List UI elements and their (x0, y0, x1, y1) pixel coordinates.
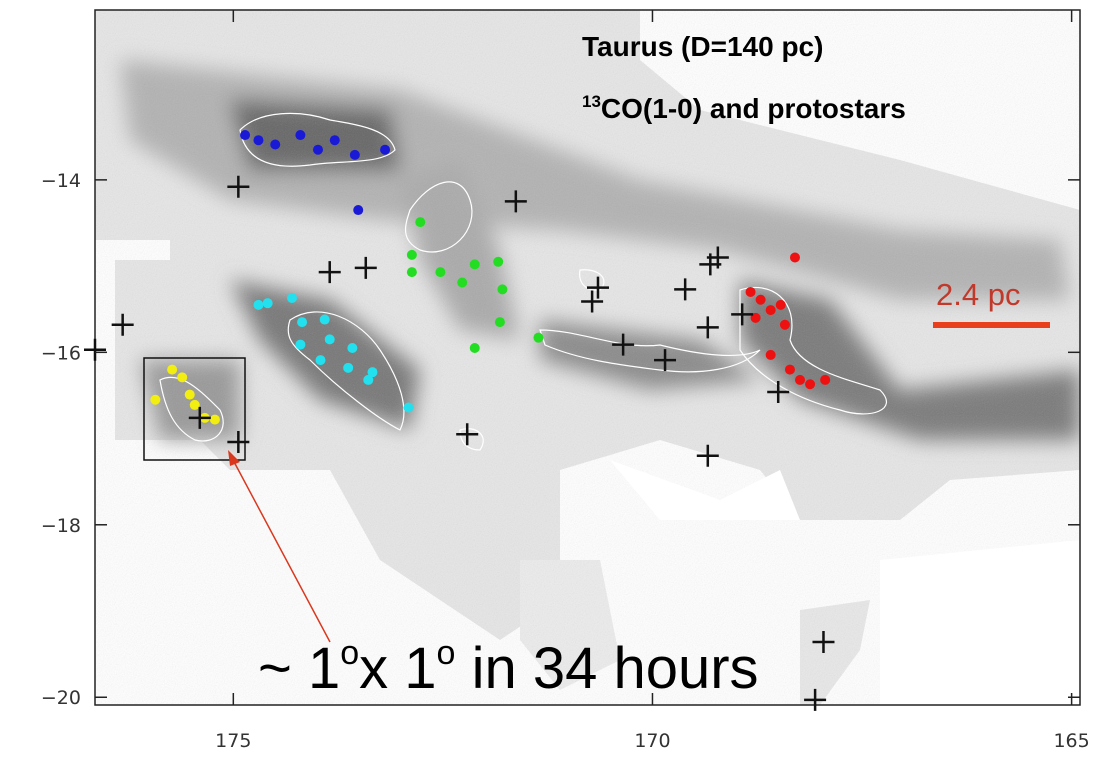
caption-sup: o (340, 634, 359, 672)
protostar-dot (779, 319, 790, 330)
x-tick-label: 165 (1053, 730, 1089, 752)
protostar-cross (504, 190, 527, 213)
arrow-head (228, 450, 240, 466)
protostar-dot (494, 317, 505, 328)
protostar-cross (812, 631, 835, 654)
y-tick-label: −14 (41, 170, 81, 192)
protostar-dot (253, 135, 264, 146)
protostar-cross (111, 313, 134, 336)
region-box (143, 357, 246, 461)
caption-part: x 1 (359, 636, 436, 701)
protostar-cross (227, 431, 250, 454)
protostar-cross (581, 290, 604, 313)
protostar-dot (745, 286, 756, 297)
y-tick-label: −16 (41, 342, 81, 364)
protostar-dot (775, 299, 786, 310)
protostar-dot (784, 364, 795, 375)
caption-part: ~ 1 (258, 636, 340, 701)
protostar-dot (262, 298, 273, 309)
protostar-dot (297, 317, 308, 328)
protostar-dot (184, 389, 195, 400)
protostar-dot (315, 355, 326, 366)
protostar-dot (457, 277, 468, 288)
protostar-cross (731, 303, 754, 326)
protostar-cross (227, 175, 250, 198)
protostar-dot (329, 135, 340, 146)
protostar-cross (674, 278, 697, 301)
protostar-dot (820, 374, 831, 385)
protostar-dot (150, 394, 161, 405)
protostar-dot (765, 349, 776, 360)
scale-label: 2.4 pc (936, 277, 1020, 312)
y-tick-label: −20 (41, 687, 81, 709)
protostar-dot (270, 139, 281, 150)
chart-title: Taurus (D=140 pc) (582, 31, 823, 62)
protostar-cross (696, 316, 719, 339)
protostar-dot (295, 339, 306, 350)
protostar-dot (312, 144, 323, 155)
superscript: 13 (582, 92, 601, 111)
protostar-dot (347, 343, 358, 354)
protostar-dot (177, 372, 188, 383)
protostar-dot (533, 332, 544, 343)
protostar-cross (612, 333, 635, 356)
protostar-cross (706, 246, 729, 269)
protostar-dot (287, 293, 297, 304)
cloud-map (95, 10, 1080, 705)
protostar-dot (406, 267, 417, 278)
caption-part: in 34 hours (455, 636, 758, 701)
protostar-dot (353, 205, 364, 216)
protostar-dot (406, 249, 417, 260)
protostar-cross (804, 688, 827, 711)
protostar-dot (380, 144, 391, 155)
protostar-dot (363, 374, 374, 385)
protostar-cross (456, 423, 479, 446)
protostar-cross (84, 338, 106, 361)
protostar-dot (403, 402, 414, 413)
protostar-dot (755, 294, 766, 305)
protostar-dot (765, 305, 776, 316)
arrow-line (231, 457, 331, 643)
protostar-cross (654, 349, 677, 372)
protostar-dot (497, 284, 508, 295)
protostar-dot (415, 217, 426, 228)
protostar-dot (253, 299, 264, 310)
protostar-dot (493, 256, 504, 267)
protostar-dot (795, 374, 806, 385)
protostar-cross (354, 256, 377, 279)
protostar-dot (789, 252, 800, 263)
protostar-dot (367, 367, 378, 378)
protostar-cross (586, 276, 609, 299)
protostar-dot (349, 149, 360, 160)
protostar-cross (767, 380, 790, 403)
protostar-dot (319, 314, 330, 325)
protostar-dot (469, 259, 480, 270)
x-tick-label: 170 (634, 730, 670, 752)
y-tick-label: −18 (41, 515, 81, 537)
protostar-dot (240, 130, 251, 141)
x-tick-label: 175 (215, 730, 251, 752)
protostar-dot (805, 379, 816, 390)
protostar-dot (295, 130, 306, 141)
protostar-dot (343, 362, 354, 373)
marks (84, 130, 835, 711)
protostar-cross (318, 261, 341, 284)
protostar-cross (696, 444, 719, 467)
caption-sup: o (437, 634, 456, 672)
protostar-dot (324, 334, 335, 345)
protostar-dot (469, 343, 480, 354)
protostar-dot (167, 364, 178, 375)
chart-subtitle: 13CO(1-0) and protostars (582, 92, 906, 124)
caption: ~ 1ox 1o in 34 hours (258, 634, 759, 701)
subtitle-text: CO(1-0) and protostars (601, 93, 906, 124)
protostar-cross (188, 406, 211, 429)
protostar-dot (435, 267, 446, 278)
protostar-dot (189, 399, 200, 410)
protostar-dot (209, 414, 220, 425)
